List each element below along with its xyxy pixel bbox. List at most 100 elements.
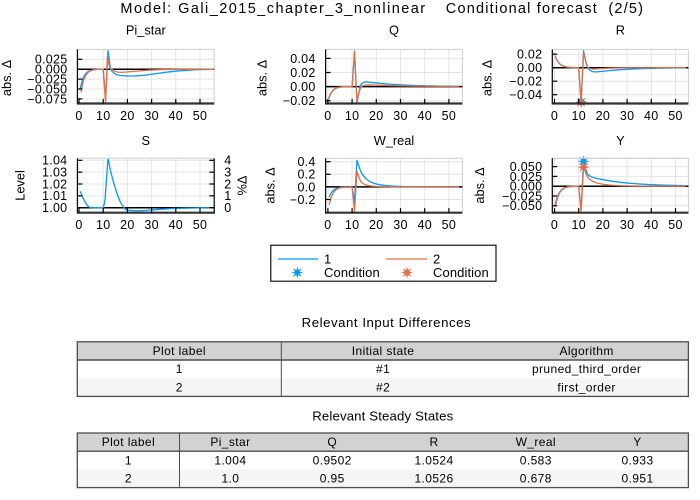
svg-text:Initial state: Initial state xyxy=(352,344,415,358)
svg-text:20: 20 xyxy=(369,109,384,123)
svg-text:Y: Y xyxy=(616,133,625,148)
svg-text:Y: Y xyxy=(633,435,641,449)
svg-text:Pi_star: Pi_star xyxy=(126,23,167,38)
svg-text:30: 30 xyxy=(144,218,159,232)
svg-text:Model: Gali_2015_chapter_3_non: Model: Gali_2015_chapter_3_nonlinear xyxy=(120,1,426,17)
svg-text:20: 20 xyxy=(596,109,611,123)
svg-text:1.0: 1.0 xyxy=(221,472,239,486)
svg-text:0.4: 0.4 xyxy=(297,155,315,169)
svg-text:Condition: Condition xyxy=(433,265,489,280)
svg-text:0.025: 0.025 xyxy=(510,170,543,184)
svg-text:0: 0 xyxy=(551,218,558,232)
svg-text:2: 2 xyxy=(125,472,132,486)
svg-text:40: 40 xyxy=(417,218,432,232)
svg-text:50: 50 xyxy=(668,218,683,232)
svg-text:abs. Δ: abs. Δ xyxy=(0,59,14,96)
svg-text:1: 1 xyxy=(324,252,331,267)
svg-text:0.951: 0.951 xyxy=(621,472,653,486)
svg-text:0.00: 0.00 xyxy=(290,80,315,94)
svg-text:1.00: 1.00 xyxy=(42,201,67,215)
svg-text:1.03: 1.03 xyxy=(42,166,67,180)
svg-text:0.000: 0.000 xyxy=(510,180,543,194)
svg-text:30: 30 xyxy=(393,218,408,232)
svg-text:0: 0 xyxy=(75,218,82,232)
svg-text:Plot label: Plot label xyxy=(153,344,206,358)
svg-text:1: 1 xyxy=(176,362,183,376)
svg-text:1.02: 1.02 xyxy=(42,177,67,191)
svg-text:Conditional forecast (2/5): Conditional forecast (2/5) xyxy=(446,1,644,17)
svg-text:40: 40 xyxy=(417,109,432,123)
svg-text:1.004: 1.004 xyxy=(214,453,246,467)
svg-text:1.0526: 1.0526 xyxy=(414,472,453,486)
svg-text:0.933: 0.933 xyxy=(621,453,653,467)
svg-text:0: 0 xyxy=(551,109,558,123)
svg-text:0.678: 0.678 xyxy=(520,472,552,486)
svg-text:2: 2 xyxy=(433,252,440,267)
svg-text:first_order: first_order xyxy=(557,380,615,394)
svg-text:10: 10 xyxy=(96,218,111,232)
svg-text:0.050: 0.050 xyxy=(510,160,543,174)
svg-text:abs. Δ: abs. Δ xyxy=(263,167,278,204)
svg-text:pruned_third_order: pruned_third_order xyxy=(532,362,641,376)
svg-text:0.02: 0.02 xyxy=(290,66,315,80)
svg-text:R: R xyxy=(429,435,438,449)
svg-text:40: 40 xyxy=(644,218,659,232)
svg-text:abs. Δ: abs. Δ xyxy=(255,59,270,96)
svg-text:20: 20 xyxy=(596,218,611,232)
svg-text:0: 0 xyxy=(75,109,82,123)
svg-text:0.04: 0.04 xyxy=(290,52,315,66)
svg-text:1: 1 xyxy=(224,189,231,203)
svg-text:−0.02: −0.02 xyxy=(283,94,316,108)
svg-text:50: 50 xyxy=(193,218,208,232)
svg-text:0.95: 0.95 xyxy=(320,472,345,486)
svg-text:Q: Q xyxy=(327,435,337,449)
svg-text:#2: #2 xyxy=(376,380,390,394)
svg-text:30: 30 xyxy=(144,109,159,123)
svg-text:R: R xyxy=(616,23,625,38)
svg-text:Condition: Condition xyxy=(324,265,380,280)
svg-text:50: 50 xyxy=(668,109,683,123)
svg-text:0.00: 0.00 xyxy=(517,61,542,75)
svg-text:0.000: 0.000 xyxy=(35,63,68,77)
svg-text:1.04: 1.04 xyxy=(42,154,67,168)
svg-text:W_real: W_real xyxy=(516,435,556,449)
svg-text:10: 10 xyxy=(345,109,360,123)
svg-text:20: 20 xyxy=(369,218,384,232)
svg-text:10: 10 xyxy=(571,218,586,232)
svg-text:−0.075: −0.075 xyxy=(27,92,67,106)
svg-text:3: 3 xyxy=(224,166,231,180)
svg-text:1.0524: 1.0524 xyxy=(414,453,453,467)
svg-text:−0.050: −0.050 xyxy=(27,82,67,96)
svg-text:−0.2: −0.2 xyxy=(290,193,316,207)
svg-text:40: 40 xyxy=(644,109,659,123)
svg-text:30: 30 xyxy=(620,109,635,123)
svg-text:Relevant Steady States: Relevant Steady States xyxy=(312,409,453,424)
svg-text:10: 10 xyxy=(96,109,111,123)
svg-text:Relevant Input Differences: Relevant Input Differences xyxy=(302,315,471,330)
svg-text:0.2: 0.2 xyxy=(297,168,315,182)
svg-text:40: 40 xyxy=(169,109,184,123)
svg-text:W_real: W_real xyxy=(374,133,415,148)
svg-text:10: 10 xyxy=(345,218,360,232)
svg-text:0: 0 xyxy=(324,218,331,232)
svg-text:−0.025: −0.025 xyxy=(27,73,67,87)
svg-text:0.583: 0.583 xyxy=(520,453,552,467)
svg-text:2: 2 xyxy=(176,380,183,394)
svg-text:0: 0 xyxy=(324,109,331,123)
svg-text:#1: #1 xyxy=(376,362,390,376)
svg-text:−0.050: −0.050 xyxy=(502,199,542,213)
svg-text:2: 2 xyxy=(224,177,231,191)
svg-text:20: 20 xyxy=(120,109,135,123)
svg-text:10: 10 xyxy=(571,109,586,123)
svg-text:Pi_star: Pi_star xyxy=(210,435,250,449)
svg-text:Plot label: Plot label xyxy=(102,435,155,449)
svg-text:30: 30 xyxy=(620,218,635,232)
svg-text:0: 0 xyxy=(224,201,231,215)
svg-text:abs. Δ: abs. Δ xyxy=(472,167,487,204)
svg-text:40: 40 xyxy=(169,218,184,232)
svg-text:0.02: 0.02 xyxy=(517,48,542,62)
svg-text:1.01: 1.01 xyxy=(42,189,67,203)
svg-text:1: 1 xyxy=(125,453,132,467)
svg-text:50: 50 xyxy=(193,109,208,123)
svg-text:−0.025: −0.025 xyxy=(502,189,542,203)
